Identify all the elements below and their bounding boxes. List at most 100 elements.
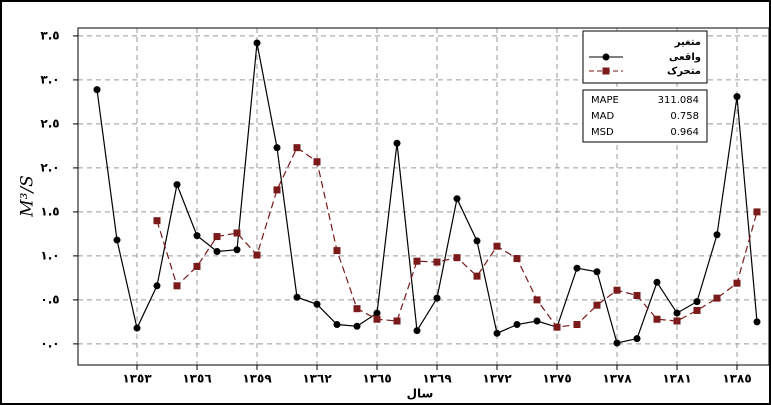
point bbox=[453, 254, 461, 262]
point bbox=[513, 255, 521, 263]
x-tick-label: ١٣٧٨ bbox=[602, 372, 632, 386]
legend-label: متحرک bbox=[667, 66, 701, 77]
point bbox=[593, 301, 601, 309]
point bbox=[193, 262, 201, 270]
y-tick-label: ٢.٠ bbox=[40, 160, 59, 174]
stats-box bbox=[582, 89, 708, 143]
point bbox=[693, 306, 701, 314]
point bbox=[173, 282, 181, 290]
point bbox=[133, 324, 141, 332]
point bbox=[233, 246, 241, 254]
x-tick-label: ١٣٥٣ bbox=[122, 372, 152, 386]
point bbox=[273, 144, 281, 152]
x-tick-label: ١٣٥٦ bbox=[182, 372, 211, 386]
x-tick-label: ١٣٦٢ bbox=[302, 372, 332, 386]
point bbox=[173, 181, 181, 189]
point bbox=[713, 231, 721, 239]
point bbox=[753, 318, 761, 326]
x-tick-label: ١٣٥٩ bbox=[242, 372, 272, 386]
point bbox=[433, 258, 441, 266]
point bbox=[273, 186, 281, 194]
point bbox=[633, 291, 641, 299]
point bbox=[93, 86, 101, 94]
plot-area bbox=[77, 27, 770, 366]
point bbox=[473, 237, 481, 245]
x-tick-label: ١٣٦٥ bbox=[362, 372, 391, 386]
point bbox=[533, 296, 541, 304]
point bbox=[313, 158, 321, 166]
point bbox=[193, 232, 201, 240]
point bbox=[713, 294, 721, 302]
y-axis-title: M³/S bbox=[18, 175, 38, 218]
point bbox=[213, 247, 221, 255]
point bbox=[333, 247, 341, 255]
point bbox=[493, 242, 501, 250]
point bbox=[393, 317, 401, 325]
point bbox=[733, 279, 741, 287]
point bbox=[293, 293, 301, 301]
y-tick-label: ٣.٠ bbox=[40, 72, 59, 86]
y-tick-label: ١.٠ bbox=[40, 248, 59, 262]
point bbox=[313, 300, 321, 308]
point bbox=[653, 278, 661, 286]
point bbox=[533, 317, 541, 325]
x-tick-label: ١٣٦٩ bbox=[422, 372, 452, 386]
point bbox=[613, 339, 621, 347]
point bbox=[753, 208, 761, 216]
y-tick-label: ١.٥ bbox=[40, 204, 59, 218]
x-tick-label: ١٣٨٥ bbox=[722, 372, 751, 386]
point bbox=[653, 315, 661, 323]
point bbox=[733, 93, 741, 101]
point bbox=[373, 309, 381, 317]
stat-value: 0.758 bbox=[670, 111, 699, 122]
point bbox=[373, 315, 381, 323]
x-tick-label: ١٣٧٥ bbox=[542, 372, 571, 386]
stat-value: 311.084 bbox=[658, 95, 699, 106]
point bbox=[153, 282, 161, 290]
point bbox=[633, 335, 641, 343]
point bbox=[613, 286, 621, 294]
point bbox=[573, 264, 581, 272]
legend-label: واقعی bbox=[669, 52, 701, 63]
point bbox=[393, 139, 401, 147]
point bbox=[413, 327, 421, 335]
point bbox=[493, 329, 501, 337]
point bbox=[453, 195, 461, 203]
legend-title: متغیر bbox=[674, 37, 701, 48]
point bbox=[473, 272, 481, 280]
point bbox=[673, 317, 681, 325]
legend-marker bbox=[602, 67, 610, 75]
series-line bbox=[96, 42, 758, 344]
point bbox=[593, 268, 601, 276]
stat-name: MSD bbox=[591, 127, 614, 138]
point bbox=[113, 236, 121, 244]
stat-name: MAD bbox=[591, 111, 614, 122]
stat-name: MAPE bbox=[591, 95, 619, 106]
point bbox=[353, 305, 361, 313]
point bbox=[573, 321, 581, 329]
point bbox=[213, 233, 221, 241]
point bbox=[233, 229, 241, 237]
point bbox=[513, 321, 521, 329]
x-tick-label: ١٣٧٢ bbox=[482, 372, 512, 386]
x-tick-label: ١٣٨١ bbox=[662, 372, 691, 386]
point bbox=[413, 257, 421, 265]
x-axis-title: سال bbox=[407, 387, 434, 401]
point bbox=[253, 251, 261, 259]
point bbox=[553, 323, 561, 331]
point bbox=[253, 39, 261, 47]
y-tick-label: ٢.٥ bbox=[40, 116, 59, 130]
point bbox=[293, 144, 301, 152]
legend-marker bbox=[602, 53, 610, 61]
point bbox=[153, 217, 161, 225]
point bbox=[693, 298, 701, 306]
point bbox=[673, 309, 681, 317]
point bbox=[353, 322, 361, 330]
stat-value: 0.964 bbox=[670, 127, 699, 138]
y-tick-label: ٣.٥ bbox=[40, 28, 59, 42]
y-tick-label: ٠.٠ bbox=[40, 336, 59, 350]
y-tick-label: ٠.٥ bbox=[40, 292, 59, 306]
point bbox=[433, 294, 441, 302]
point bbox=[333, 321, 341, 329]
